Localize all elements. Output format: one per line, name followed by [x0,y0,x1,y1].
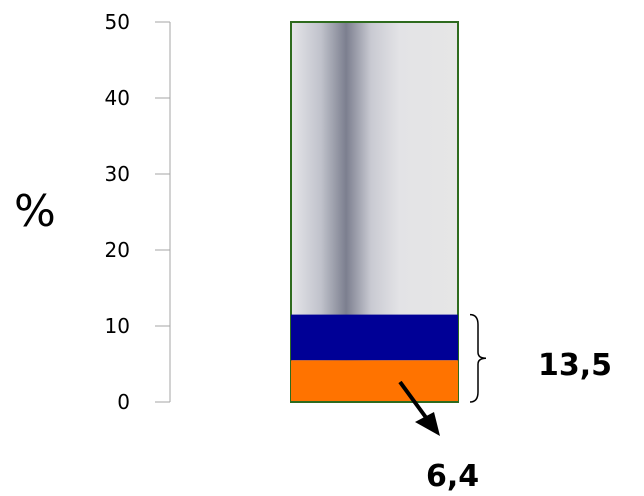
y-tick-label: 0 [117,390,130,414]
arrow-value-label: 6,4 [426,459,479,494]
arrow-shaft [398,380,432,425]
arrow-head [415,412,440,436]
bar-segment-2 [291,314,458,361]
bracket-total [469,313,487,403]
y-axis-ticks: 0 10 20 30 40 50 [105,10,170,414]
y-tick-label: 30 [105,162,130,186]
y-tick-label: 50 [105,10,130,34]
y-axis-label: % [14,186,56,237]
bar-segments [291,314,458,403]
y-tick-label: 10 [105,314,130,338]
y-tick-label: 40 [105,86,130,110]
bar-segment-1 [291,360,458,402]
y-tick-label: 20 [105,238,130,262]
bracket-total-label: 13,5 [538,348,612,383]
